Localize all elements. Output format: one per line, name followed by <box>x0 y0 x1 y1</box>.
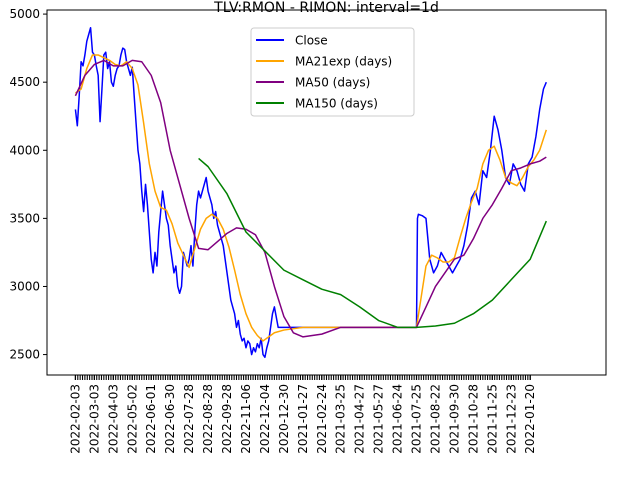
x-tick-label-13: 2021-02-24 <box>315 384 329 454</box>
x-tick-label-16: 2021-05-27 <box>372 384 386 454</box>
legend-label-2: MA50 (days) <box>295 76 370 90</box>
y-tick-label-3: 4000 <box>9 143 40 157</box>
x-tick-label-8: 2022-09-28 <box>220 384 234 454</box>
plot-area <box>46 9 607 376</box>
y-tick-label-4: 4500 <box>9 75 40 89</box>
x-tick-label-5: 2022-06-30 <box>163 384 177 454</box>
x-tick-label-19: 2021-08-22 <box>428 384 442 454</box>
legend-label-3: MA150 (days) <box>295 97 378 111</box>
x-tick-label-14: 2021-03-25 <box>334 384 348 454</box>
x-tick-label-18: 2021-07-25 <box>410 384 424 454</box>
x-tick-label-17: 2021-06-24 <box>391 384 405 454</box>
legend: Close MA21exp (days) MA50 (days) MA150 (day… <box>250 27 415 117</box>
series-line-2 <box>74 59 547 338</box>
x-tick-label-4: 2022-06-01 <box>144 384 158 454</box>
x-tick-label-7: 2022-08-28 <box>201 384 215 454</box>
series-layer <box>74 26 548 359</box>
series-line-1 <box>74 54 548 342</box>
x-tick-label-6: 2022-07-28 <box>182 384 196 454</box>
legend-label-1: MA21exp (days) <box>295 55 392 69</box>
x-tick-label-10: 2022-12-04 <box>258 384 272 454</box>
y-axis: 2500 3000 3500 4000 4500 5000 <box>9 7 47 362</box>
x-tick-label-22: 2021-11-25 <box>485 384 499 454</box>
x-tick-label-12: 2021-01-27 <box>296 384 310 454</box>
x-axis: 2022-02-03 2022-03-03 2022-04-03 2022-05-02… <box>68 375 537 454</box>
y-tick-label-0: 2500 <box>9 348 40 362</box>
x-tick-label-3: 2022-05-02 <box>125 384 139 454</box>
series-line-0 <box>74 26 548 359</box>
x-tick-label-0: 2022-02-03 <box>68 384 82 454</box>
x-tick-label-20: 2021-09-30 <box>447 384 461 454</box>
x-tick-label-11: 2020-12-30 <box>277 384 291 454</box>
x-tick-label-9: 2022-11-06 <box>239 384 253 454</box>
y-tick-label-1: 3000 <box>9 279 40 293</box>
x-tick-label-1: 2022-03-03 <box>87 384 101 454</box>
y-tick-label-2: 3500 <box>9 211 40 225</box>
series-line-3 <box>198 157 548 329</box>
legend-label-0: Close <box>295 34 328 48</box>
x-tick-label-24: 2022-01-20 <box>523 384 537 454</box>
legend-entries: Close MA21exp (days) MA50 (days) MA150 (day… <box>256 34 392 111</box>
y-tick-label-5: 5000 <box>9 7 40 21</box>
legend-box <box>250 27 415 117</box>
x-tick-label-21: 2021-10-28 <box>466 384 480 454</box>
x-tick-label-23: 2021-12-23 <box>504 384 518 454</box>
x-tick-label-2: 2022-04-03 <box>106 384 120 454</box>
chart-title: TLV:RMON - RIMON: interval=1d <box>213 0 439 16</box>
x-tick-label-15: 2021-04-27 <box>353 384 367 454</box>
